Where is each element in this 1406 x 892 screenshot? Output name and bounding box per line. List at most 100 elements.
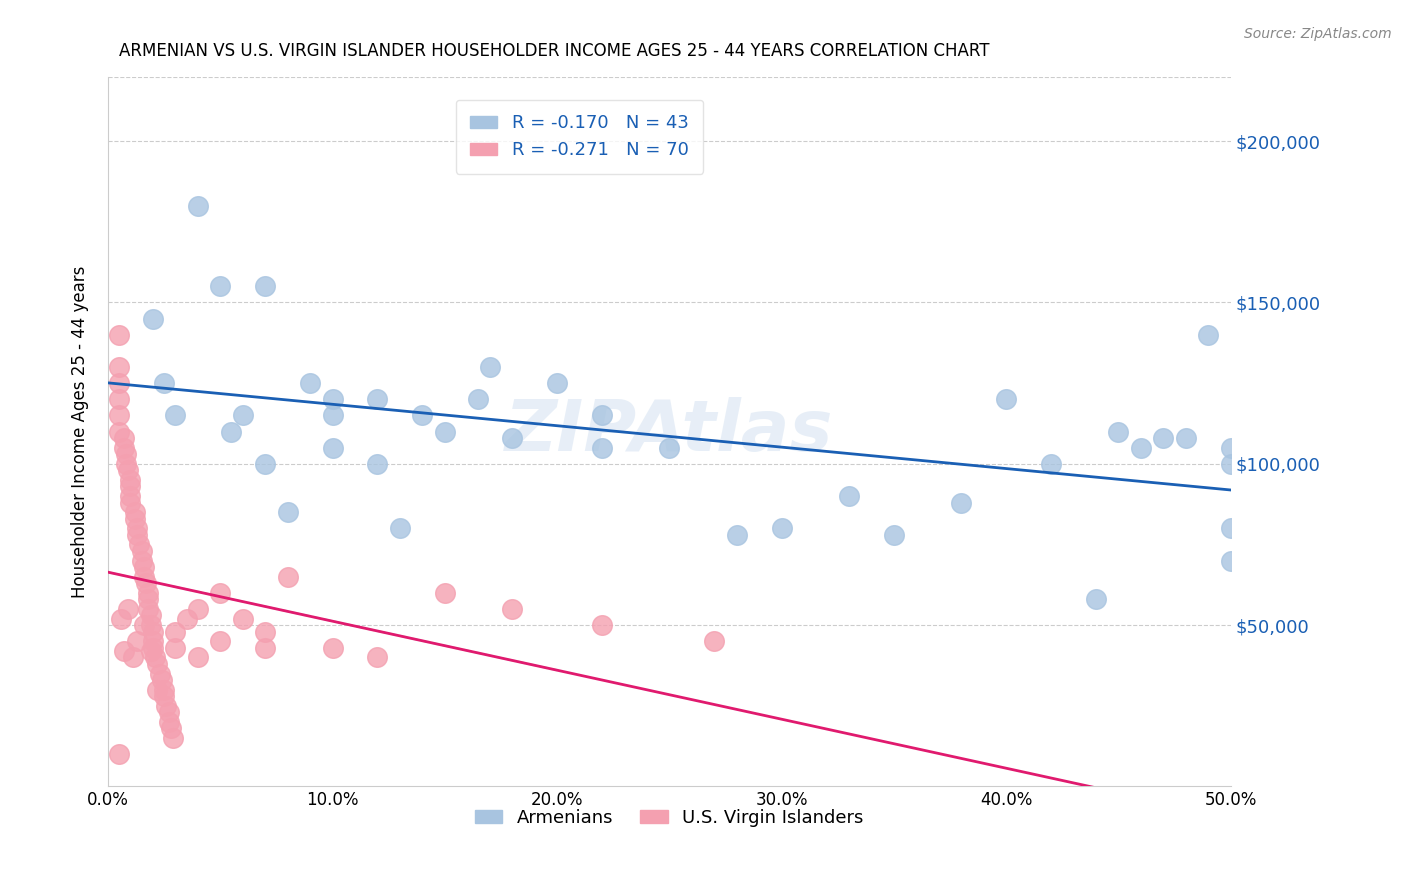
Point	[120, 479, 142, 493]
Point	[1129, 441, 1152, 455]
Point	[254, 279, 277, 293]
Text: ARMENIAN VS U.S. VIRGIN ISLANDER HOUSEHOLDER INCOME AGES 25 - 44 YEARS CORRELATI: ARMENIAN VS U.S. VIRGIN ISLANDER HOUSEHO…	[120, 42, 990, 60]
Text: Source: ZipAtlas.com: Source: ZipAtlas.com	[1244, 27, 1392, 41]
Point	[411, 409, 433, 423]
Point	[121, 650, 143, 665]
Point	[322, 392, 344, 407]
Point	[127, 528, 149, 542]
Point	[501, 602, 523, 616]
Point	[108, 359, 131, 374]
Point	[1085, 592, 1108, 607]
Point	[176, 612, 198, 626]
Point	[838, 489, 860, 503]
Point	[157, 714, 180, 729]
Point	[108, 327, 131, 342]
Point	[132, 618, 155, 632]
Point	[254, 640, 277, 655]
Point	[153, 376, 176, 391]
Point	[433, 425, 456, 439]
Point	[120, 495, 142, 509]
Point	[108, 425, 131, 439]
Point	[132, 570, 155, 584]
Point	[117, 602, 139, 616]
Point	[366, 650, 388, 665]
Point	[135, 576, 157, 591]
Point	[221, 425, 243, 439]
Point	[117, 463, 139, 477]
Point	[124, 511, 146, 525]
Point	[501, 431, 523, 445]
Point	[115, 447, 138, 461]
Point	[187, 650, 209, 665]
Point	[139, 608, 162, 623]
Point	[142, 640, 165, 655]
Point	[322, 640, 344, 655]
Point	[146, 682, 169, 697]
Point	[110, 612, 132, 626]
Point	[139, 618, 162, 632]
Point	[1107, 425, 1129, 439]
Point	[1219, 457, 1241, 471]
Point	[591, 441, 613, 455]
Point	[232, 409, 254, 423]
Point	[127, 634, 149, 648]
Point	[388, 521, 411, 535]
Point	[209, 586, 232, 600]
Point	[433, 586, 456, 600]
Point	[108, 409, 131, 423]
Point	[143, 650, 166, 665]
Point	[120, 473, 142, 487]
Point	[138, 592, 160, 607]
Point	[277, 570, 299, 584]
Point	[995, 392, 1018, 407]
Point	[658, 441, 681, 455]
Y-axis label: Householder Income Ages 25 - 44 years: Householder Income Ages 25 - 44 years	[72, 265, 89, 598]
Point	[142, 634, 165, 648]
Point	[254, 624, 277, 639]
Point	[1219, 521, 1241, 535]
Point	[725, 528, 748, 542]
Point	[155, 698, 177, 713]
Point	[128, 537, 150, 551]
Point	[1040, 457, 1063, 471]
Point	[1174, 431, 1197, 445]
Point	[108, 747, 131, 762]
Point	[138, 602, 160, 616]
Point	[209, 634, 232, 648]
Point	[120, 489, 142, 503]
Text: ZIPAtlas: ZIPAtlas	[505, 397, 834, 466]
Point	[703, 634, 725, 648]
Point	[115, 457, 138, 471]
Point	[112, 441, 135, 455]
Point	[157, 706, 180, 720]
Point	[142, 311, 165, 326]
Point	[162, 731, 184, 745]
Point	[232, 612, 254, 626]
Point	[187, 602, 209, 616]
Point	[366, 392, 388, 407]
Point	[149, 666, 172, 681]
Point	[591, 618, 613, 632]
Point	[146, 657, 169, 671]
Point	[127, 521, 149, 535]
Point	[142, 624, 165, 639]
Point	[165, 640, 187, 655]
Point	[112, 644, 135, 658]
Point	[254, 457, 277, 471]
Point	[108, 376, 131, 391]
Point	[1219, 441, 1241, 455]
Point	[124, 505, 146, 519]
Point	[139, 644, 162, 658]
Point	[950, 495, 973, 509]
Point	[1197, 327, 1219, 342]
Point	[467, 392, 489, 407]
Point	[322, 441, 344, 455]
Point	[165, 409, 187, 423]
Point	[160, 722, 183, 736]
Point	[277, 505, 299, 519]
Point	[1152, 431, 1174, 445]
Legend: Armenians, U.S. Virgin Islanders: Armenians, U.S. Virgin Islanders	[468, 802, 870, 834]
Point	[209, 279, 232, 293]
Point	[883, 528, 905, 542]
Point	[138, 586, 160, 600]
